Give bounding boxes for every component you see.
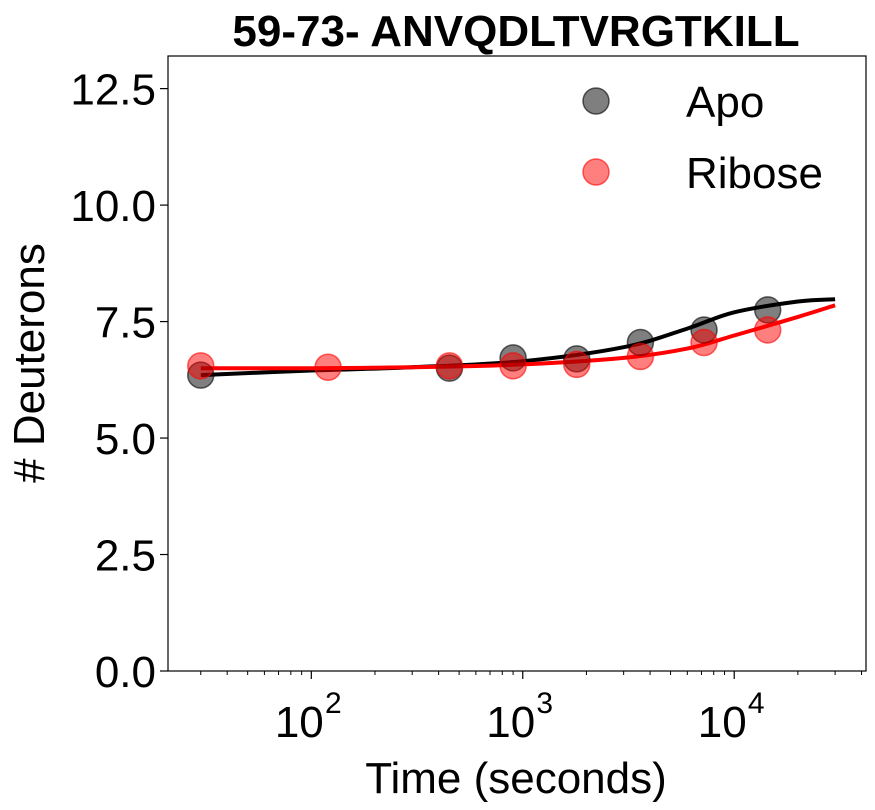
point-ribose (435, 352, 464, 380)
point-ribose (753, 316, 782, 344)
x-tick-exponent: 2 (325, 687, 342, 720)
y-tick-label: 10.0 (70, 182, 156, 231)
data-points (187, 296, 782, 389)
y-tick-label: 2.5 (95, 532, 156, 581)
legend-label: Ribose (686, 149, 823, 198)
x-tick-exponent: 3 (536, 687, 553, 720)
legend: Apo Ribose (582, 78, 823, 198)
y-tick-label: 5.0 (95, 415, 156, 464)
y-tick-label: 12.5 (70, 66, 156, 115)
x-tick-exponent: 4 (748, 687, 765, 720)
y-tick-label: 0.0 (95, 648, 156, 697)
axes: 0.02.55.07.510.012.510 2 10 3 10 4 (70, 66, 863, 747)
point-ribose (690, 328, 718, 357)
chart-title: 59-73- ANVQDLTVRGTKILL (232, 7, 799, 56)
x-tick-label: 10 (486, 698, 535, 747)
y-axis-label: # Deuterons (5, 243, 54, 483)
legend-marker-ribose (582, 158, 610, 186)
x-tick-label: 10 (698, 698, 747, 747)
legend-label: Apo (686, 78, 764, 127)
point-ribose (314, 353, 342, 381)
y-tick-label: 7.5 (95, 299, 156, 348)
plot-area-frame (167, 55, 867, 672)
x-axis-label: Time (seconds) (365, 754, 667, 803)
point-ribose (187, 352, 215, 380)
legend-marker-apo (582, 87, 610, 115)
point-ribose (562, 350, 591, 379)
x-tick-label: 10 (275, 698, 324, 747)
point-ribose (626, 342, 655, 371)
point-ribose (499, 352, 527, 380)
